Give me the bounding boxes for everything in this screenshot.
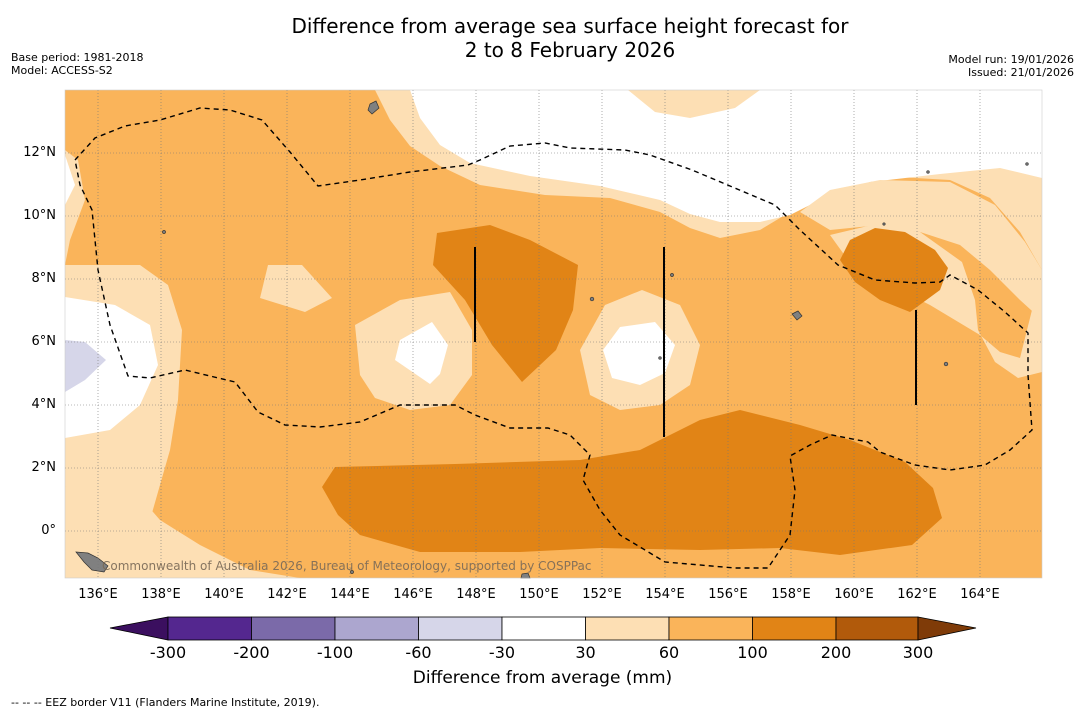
lon-label: 140°E [204,587,244,602]
lon-label: 148°E [456,587,496,602]
eez-border-palau-fsm [74,107,1033,569]
colorbar-bin-4 [418,616,503,641]
contour-30-60-west-bump [260,265,332,312]
model-info: Base period: 1981-2018 Model: ACCESS-S2 [11,51,143,77]
model-run: Model run: 19/01/2026 [948,53,1074,66]
colorbar-bin-2 [251,616,336,641]
island-pohnpei [791,310,803,321]
anomaly-field [65,90,1042,578]
colorbar-title: Difference from average (mm) [412,668,673,688]
contour-neutral-eddy-154 [603,322,675,385]
island-dot-3 [943,361,949,367]
lon-label: 150°E [519,587,559,602]
lon-label: 162°E [897,587,937,602]
colorbar-tick: 200 [820,643,852,662]
island-dot-4 [162,230,166,234]
lat-label: 0° [41,523,56,538]
island-dot-5 [1025,162,1029,166]
lon-label: 164°E [960,587,1000,602]
island-dot-2 [670,273,674,277]
contour-neutral-north [380,90,1042,222]
lon-label: 156°E [708,587,748,602]
lat-label: 4°N [31,397,57,412]
colorbar-extend-high [917,616,977,641]
island-png-north [75,551,109,573]
colorbar-bin-5 [501,616,586,641]
lon-label: 154°E [645,587,685,602]
contour-30-60-southwest [65,486,300,578]
map-title: Difference from average sea surface heig… [0,14,1085,62]
lon-label: 136°E [78,587,118,602]
model-name: Model: ACCESS-S2 [11,64,113,77]
lat-label: 8°N [31,271,57,286]
colorbar-tick: 300 [902,643,934,662]
colorbar-tick: 100 [737,643,768,662]
colorbar-bin-8 [752,616,837,641]
colorbar [109,616,977,641]
island-guam [367,100,380,115]
base-period: Base period: 1981-2018 [11,51,144,64]
lon-label: 142°E [267,587,307,602]
lon-label: 144°E [330,587,370,602]
eez-borders [74,107,1033,569]
colorbar-bin-3 [334,616,419,641]
island-manus [520,572,531,579]
contour-negative-west [65,340,106,392]
lat-label: 12°N [23,145,56,160]
contour-30-60-north-island [628,90,760,118]
colorbar-extend-low [109,616,169,641]
colorbar-bin-6 [585,616,670,641]
section-lines [474,247,917,437]
contour-100-200-south [322,410,942,555]
lat-label: 2°N [31,460,57,475]
lon-label: 138°E [141,587,181,602]
colorbar-tick: -30 [488,643,516,662]
lat-label: 6°N [31,334,57,349]
lon-label: 146°E [393,587,433,602]
colorbar-bin-9 [835,616,919,641]
island-dot-6 [926,170,930,174]
lon-label: 152°E [582,587,622,602]
colorbar-tick: 30 [575,643,596,662]
title-line-1: Difference from average sea surface heig… [291,14,849,38]
island-dot-9 [350,570,354,574]
credit-text: Commonwealth of Australia 2026, Bureau o… [102,559,592,573]
eez-footnote: -- -- -- EEZ border V11 (Flanders Marine… [11,696,320,709]
lon-label: 160°E [834,587,874,602]
contour-30-60-east-top [800,180,1042,320]
colorbar-bin-7 [668,616,753,641]
colorbar-tick: -300 [149,643,187,662]
colorbar-tick: -100 [316,643,354,662]
lat-label: 10°N [23,208,56,223]
colorbar-tick: -60 [405,643,432,662]
island-dot-8 [658,356,662,360]
contour-100-200-northeast [840,228,948,312]
lon-label: 158°E [771,587,811,602]
title-line-2: 2 to 8 February 2026 [464,38,676,62]
island-dot-7 [882,222,886,226]
colorbar-tick: -200 [233,643,270,662]
contour-neutral-eddy-146 [395,322,448,384]
colorbar-bin-1 [167,616,252,641]
contour-neutral-northwest [65,155,75,205]
colorbar-tick: 60 [658,643,680,662]
contour-neutral-west [65,297,158,438]
run-info: Model run: 19/01/2026 Issued: 21/01/2026 [948,53,1074,79]
issued-date: Issued: 21/01/2026 [967,66,1074,79]
island-dot-1 [589,296,595,302]
map-frame [64,89,1043,579]
contour-100-200-north-central [433,225,578,382]
